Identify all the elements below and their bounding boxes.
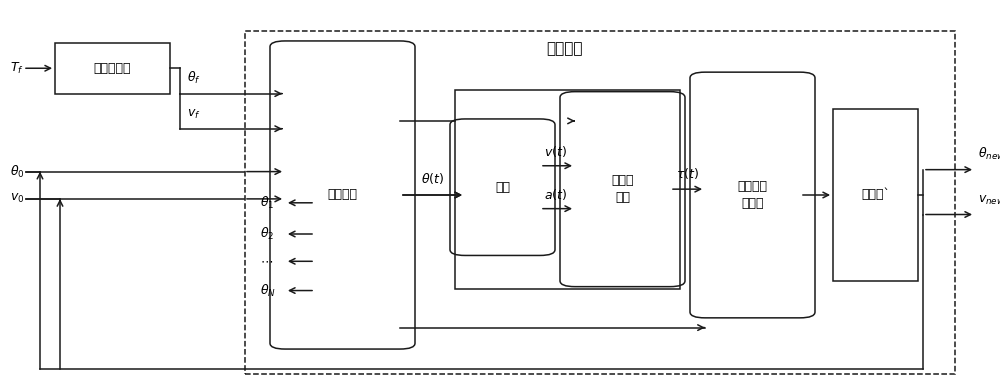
Text: $\tau(t)$: $\tau(t)$ — [676, 166, 699, 181]
FancyBboxPatch shape — [270, 41, 415, 349]
Text: $\theta_1$: $\theta_1$ — [260, 195, 274, 211]
Text: 求导: 求导 — [495, 181, 510, 194]
Text: $v_f$: $v_f$ — [187, 108, 201, 121]
Text: 力位混合
控制器: 力位混合 控制器 — [738, 180, 768, 210]
Bar — [245, 31, 955, 374]
Bar — [455, 90, 680, 289]
FancyBboxPatch shape — [560, 92, 685, 287]
Text: $v_0$: $v_0$ — [10, 192, 24, 206]
Text: $\theta_0$: $\theta_0$ — [10, 163, 25, 180]
FancyBboxPatch shape — [450, 119, 555, 255]
Text: 运动学逆解: 运动学逆解 — [94, 62, 131, 75]
Text: 机械臂`: 机械臂` — [861, 188, 890, 202]
Bar — [833, 109, 918, 281]
Text: $\theta_{new}$: $\theta_{new}$ — [978, 146, 1000, 162]
Text: $\theta_f$: $\theta_f$ — [187, 70, 201, 86]
Text: 发明内容: 发明内容 — [546, 41, 583, 56]
Text: $v_{new}$: $v_{new}$ — [978, 193, 1000, 207]
FancyBboxPatch shape — [690, 72, 815, 318]
Text: $\theta_2$: $\theta_2$ — [260, 226, 274, 242]
Text: $\theta(t)$: $\theta(t)$ — [421, 172, 444, 186]
Text: $\theta_N$: $\theta_N$ — [260, 282, 276, 299]
Text: 轨迹生成: 轨迹生成 — [327, 188, 357, 202]
Bar — [55, 43, 170, 94]
Text: $v(t)$: $v(t)$ — [544, 144, 567, 159]
Text: 动力学
逆解: 动力学 逆解 — [611, 174, 634, 204]
Text: $a(t)$: $a(t)$ — [544, 187, 567, 202]
Text: $T_f$: $T_f$ — [10, 61, 24, 76]
Text: $\cdots$: $\cdots$ — [260, 255, 273, 268]
